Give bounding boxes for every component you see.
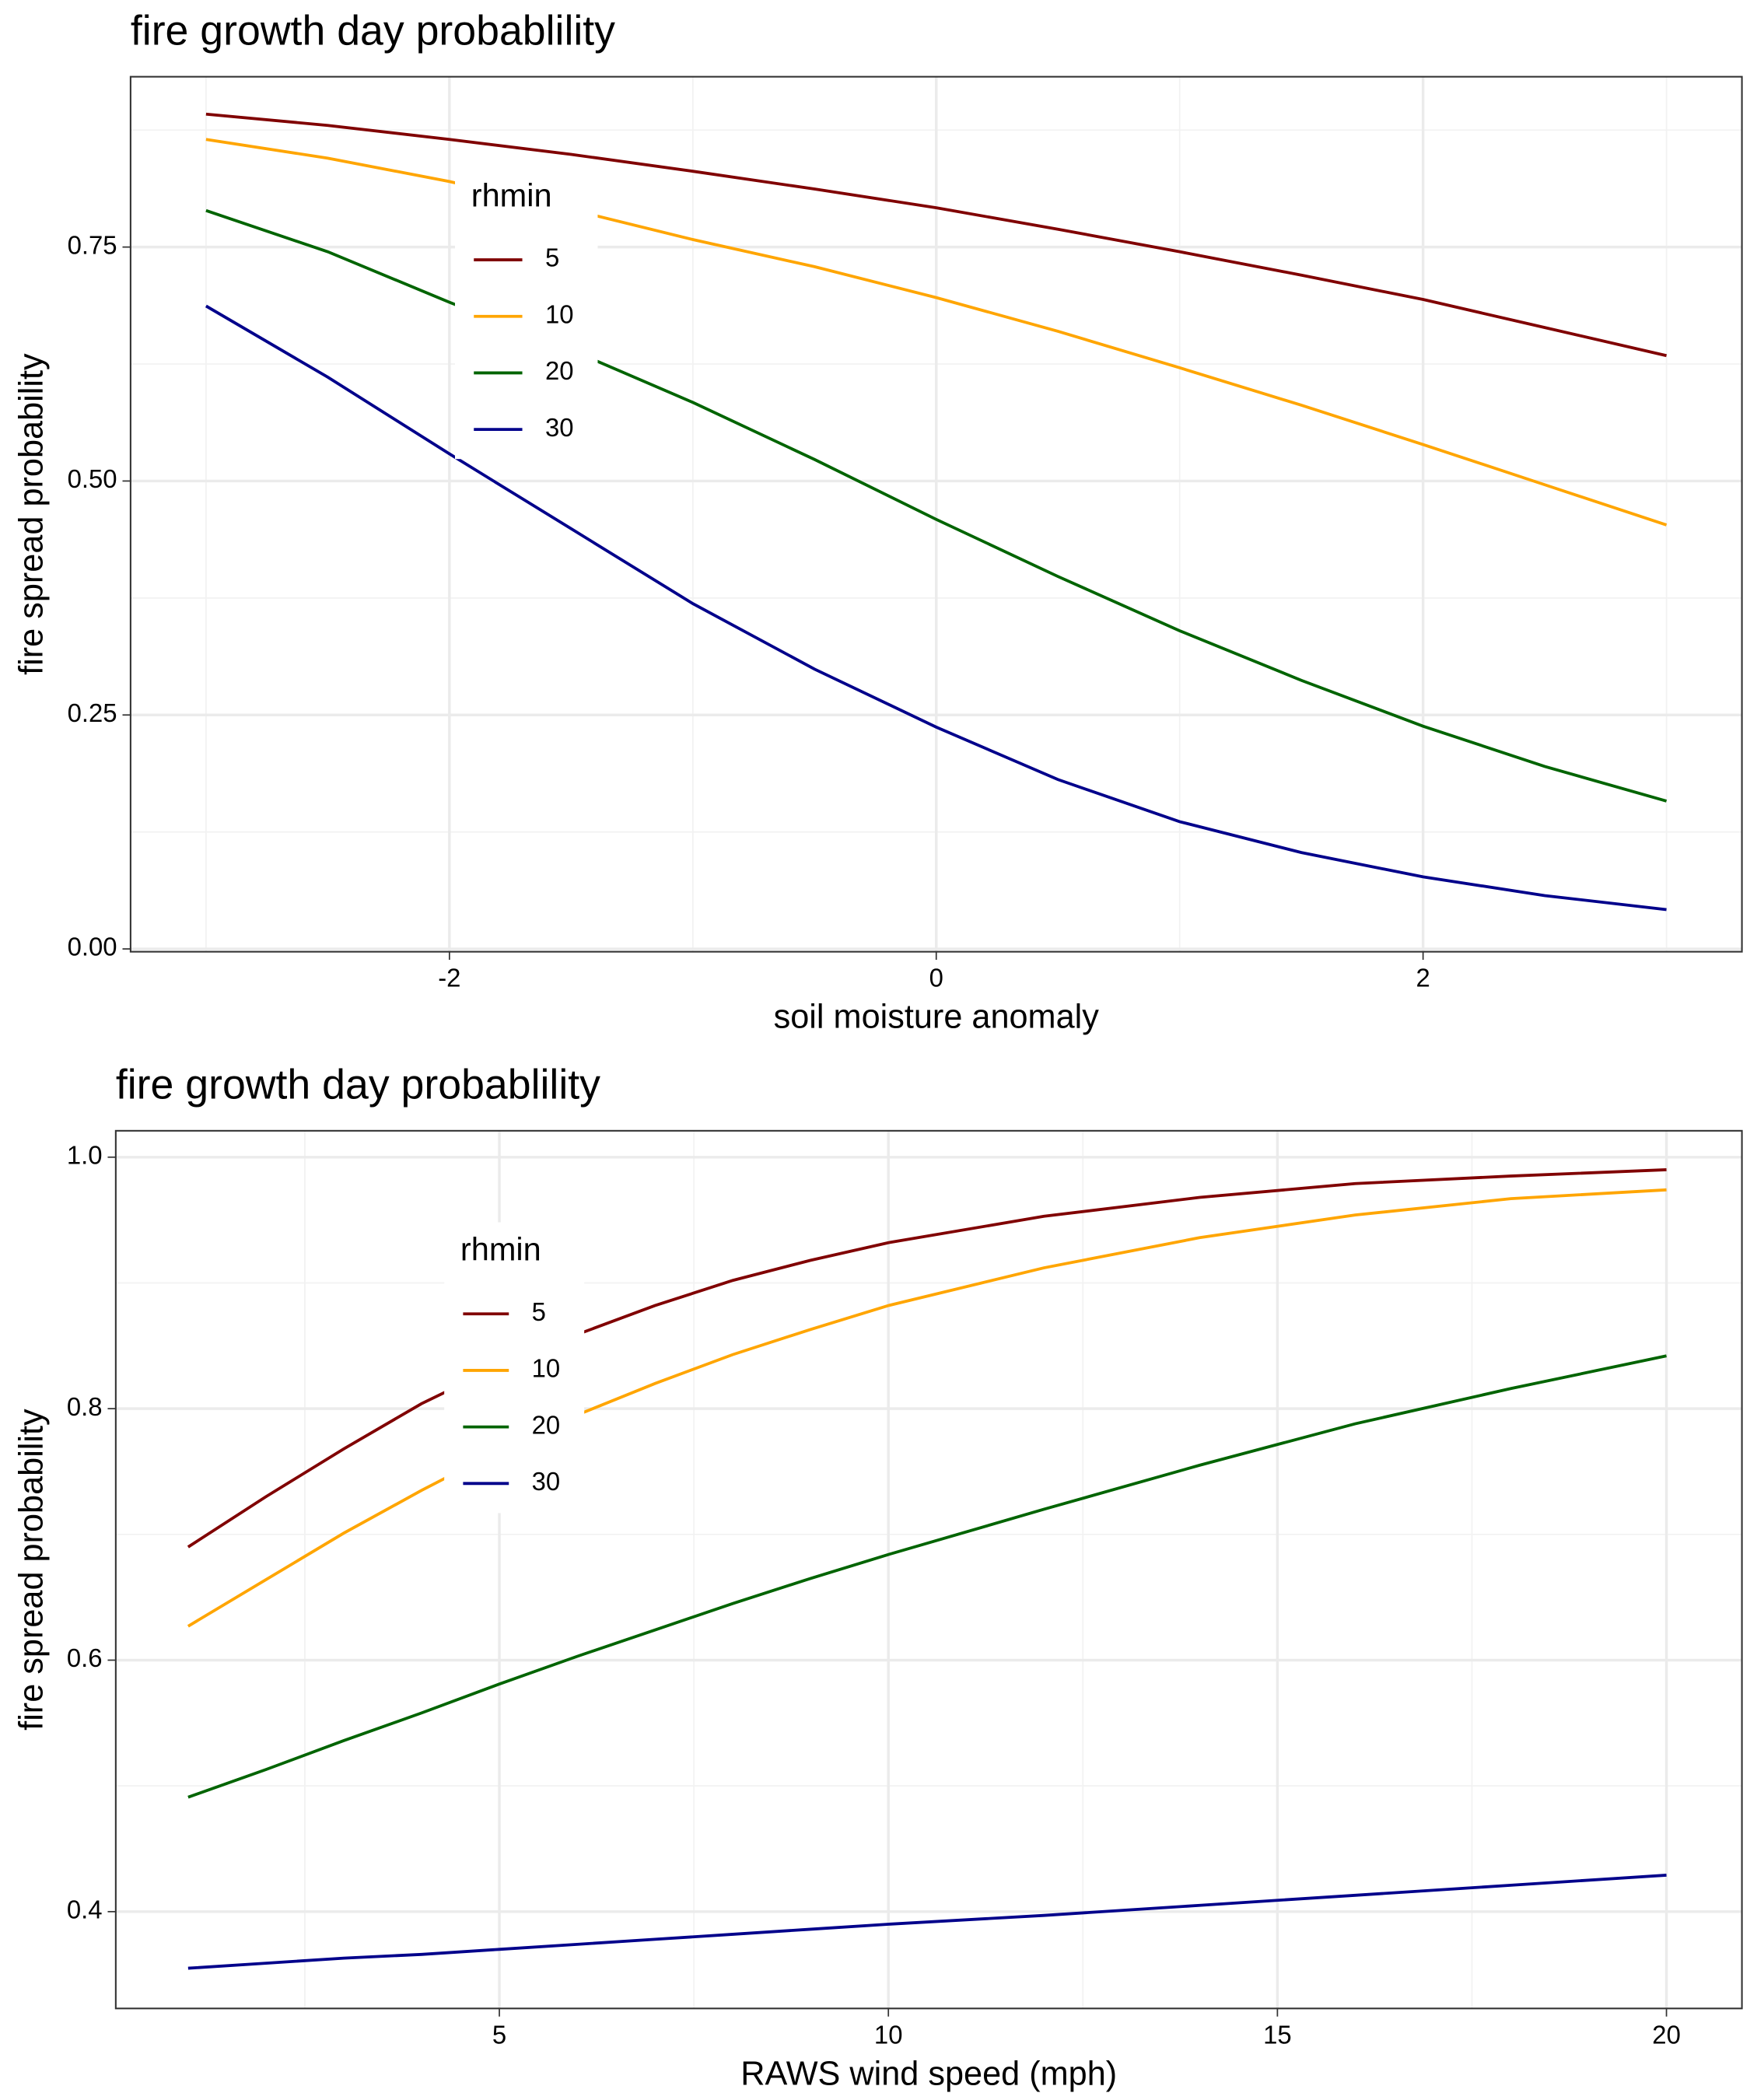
y-tick-label: 1.0 bbox=[67, 1140, 103, 1169]
legend-background bbox=[444, 1222, 585, 1514]
y-tick-label: 0.4 bbox=[67, 1895, 103, 1924]
legend: rhmin 5 10 20 30 bbox=[444, 1222, 585, 1514]
y-tick-label: 0.8 bbox=[67, 1392, 103, 1421]
panel-border bbox=[129, 75, 1743, 953]
legend-background bbox=[455, 168, 598, 460]
y-tick-label: 0.00 bbox=[68, 933, 117, 961]
y-axis-label: fire spread probability bbox=[13, 1409, 51, 1731]
chart-title: fire growth day probablility bbox=[116, 1062, 600, 1108]
x-axis-label: RAWS wind speed (mph) bbox=[740, 2055, 1117, 2092]
legend-label: 10 bbox=[532, 1354, 561, 1383]
y-tick-label: 0.50 bbox=[68, 464, 117, 493]
series-line bbox=[205, 112, 1668, 358]
x-tick-label: -2 bbox=[438, 964, 460, 992]
series-line bbox=[205, 208, 1668, 803]
legend-label: 5 bbox=[545, 243, 559, 272]
x-tick-label: 10 bbox=[874, 2020, 903, 2049]
series-line bbox=[187, 1874, 1667, 1970]
chart-title: fire growth day probablility bbox=[131, 7, 615, 54]
x-axis-label: soil moisture anomaly bbox=[774, 999, 1100, 1036]
legend-label: 5 bbox=[532, 1297, 546, 1326]
legend: rhmin 5 10 20 30 bbox=[455, 168, 598, 460]
legend-label: 20 bbox=[545, 356, 574, 385]
y-tick-label: 0.6 bbox=[67, 1643, 103, 1672]
series-line bbox=[187, 1168, 1667, 1549]
x-tick-label: 2 bbox=[1416, 964, 1430, 992]
y-tick-label: 0.25 bbox=[68, 698, 117, 727]
y-axis-label: fire spread probability bbox=[13, 353, 51, 675]
x-tick-label: 0 bbox=[929, 964, 943, 992]
legend-title: rhmin bbox=[471, 177, 552, 213]
y-tick-label: 0.75 bbox=[68, 230, 117, 259]
series-line bbox=[205, 138, 1668, 527]
series-line bbox=[187, 1188, 1667, 1628]
series-line bbox=[187, 1354, 1667, 1799]
x-tick-label: 15 bbox=[1263, 2020, 1292, 2049]
legend-label: 30 bbox=[532, 1467, 561, 1496]
legend-title: rhmin bbox=[460, 1231, 541, 1268]
legend-label: 30 bbox=[545, 413, 574, 442]
panel-border bbox=[114, 1129, 1743, 2010]
legend-label: 10 bbox=[545, 299, 574, 328]
series-line bbox=[205, 304, 1667, 912]
legend-label: 20 bbox=[532, 1410, 561, 1439]
x-tick-label: 20 bbox=[1652, 2020, 1681, 2049]
x-tick-label: 5 bbox=[492, 2020, 506, 2049]
